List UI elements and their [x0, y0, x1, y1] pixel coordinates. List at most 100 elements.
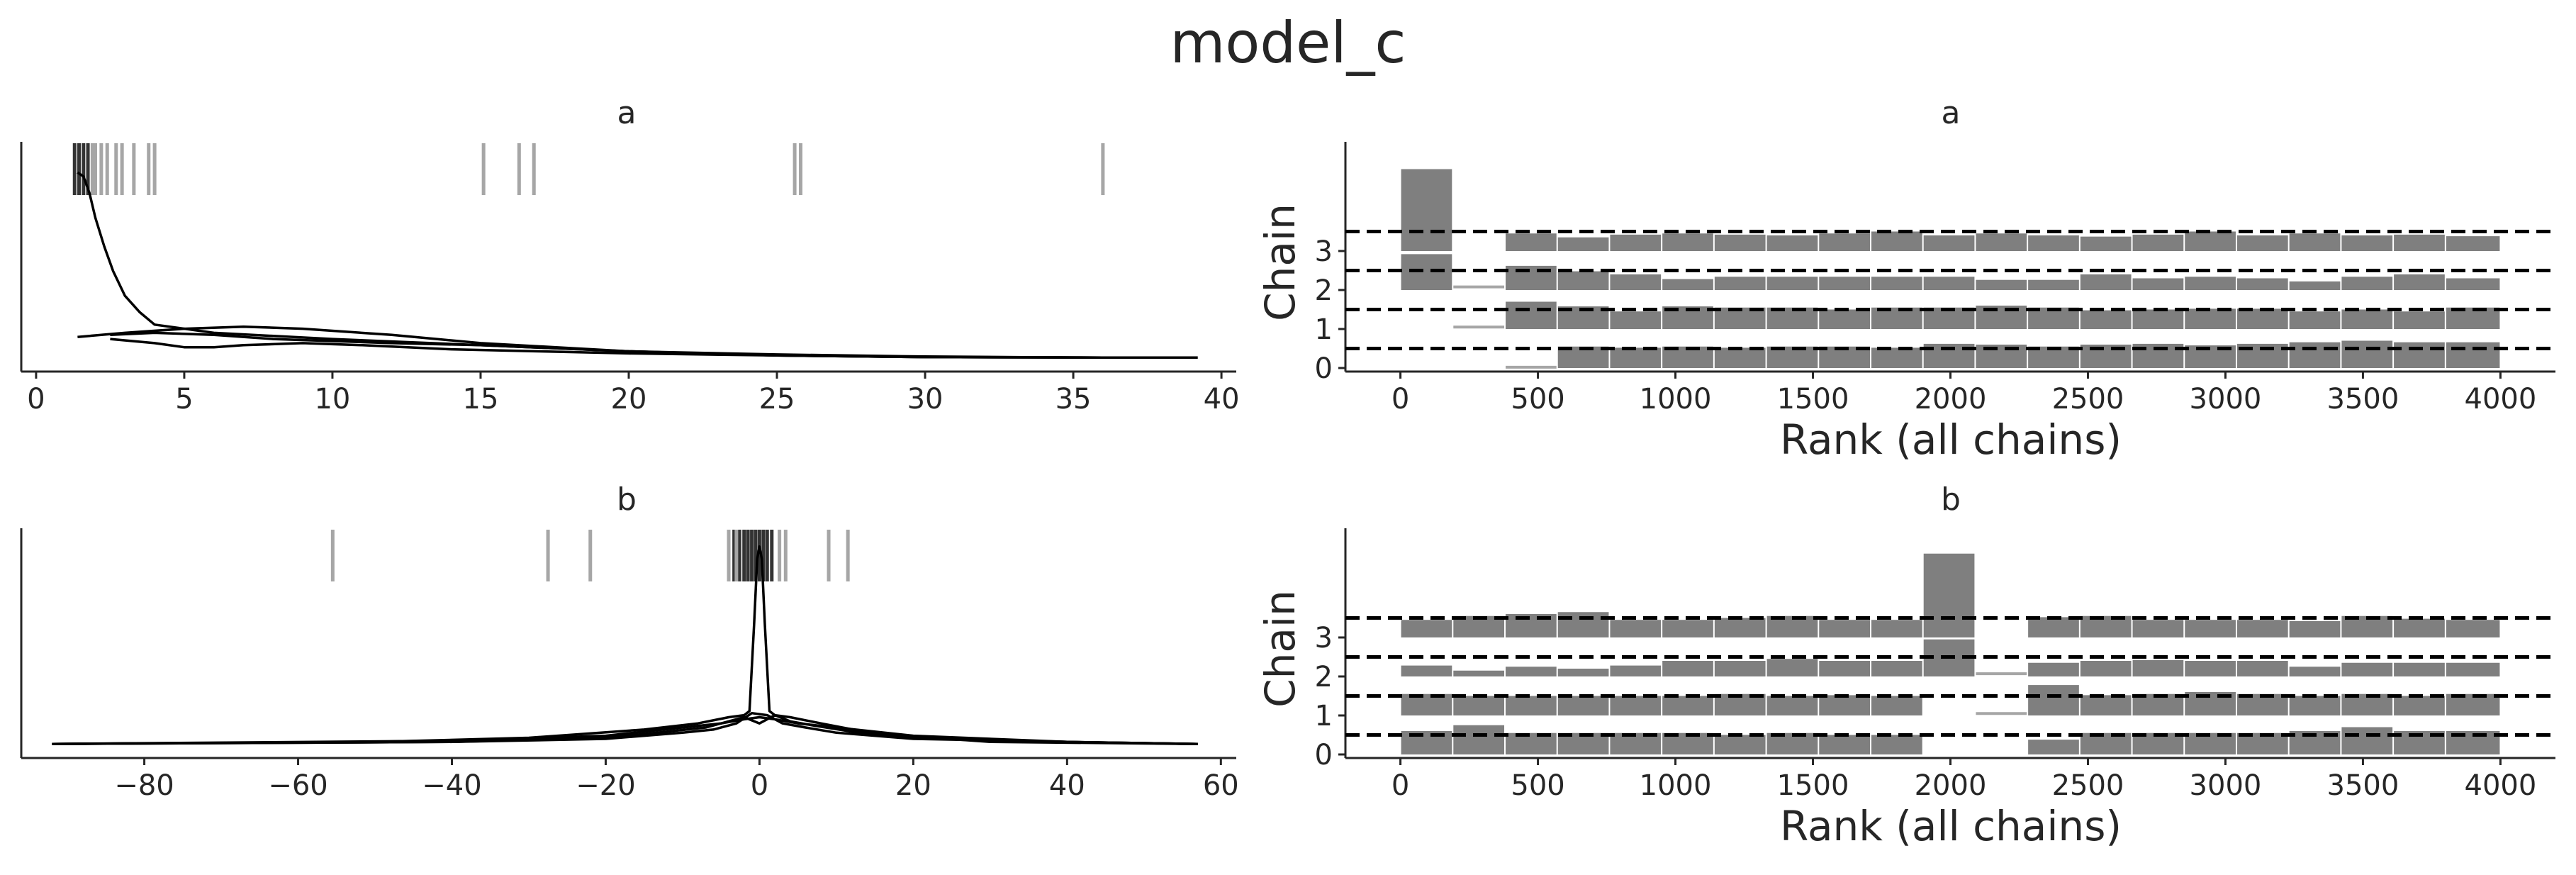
rank-bar-chain-1	[2289, 696, 2341, 715]
rank-bar-chain-3	[2028, 235, 2079, 251]
rank-bar-chain-3	[1401, 169, 1452, 251]
rank-plot-b: b Rank (all chains) Chain 0 1 2 3 0 500 1000 15…	[1256, 481, 2555, 850]
rank-bar-chain-2	[1506, 667, 1557, 676]
rank-bar-chain-2	[1610, 665, 1662, 676]
density-line-chain-0	[77, 171, 1198, 359]
rank-bar-chain-1	[2132, 309, 2184, 329]
rank-bar-chain-3	[1976, 233, 2027, 251]
x-tick-label: 3500	[2327, 769, 2399, 802]
density-plot-b: b −80 −60 −40 −20 0 20 40 60	[20, 481, 1239, 802]
x-tick-label: 0	[1391, 383, 1409, 416]
rank-plot-b-ylabel: Chain	[1256, 590, 1304, 708]
x-tick-label: 2000	[1915, 769, 1987, 802]
rank-bar-chain-2	[2446, 278, 2500, 290]
rank-plot-b-title: b	[1941, 481, 1961, 518]
rank-bar-chain-0	[2341, 727, 2393, 754]
x-tick-label: 0	[1391, 769, 1409, 802]
rank-bar-chain-2	[1557, 271, 1609, 290]
rank-bar-chain-3	[2394, 618, 2445, 637]
rank-bar-chain-2	[2341, 277, 2393, 290]
y-tick-label: 2	[1315, 661, 1333, 693]
rank-bar-chain-1	[2028, 685, 2079, 715]
x-tick-label: 4000	[2465, 769, 2537, 802]
rank-bar-chain-2	[2132, 659, 2184, 676]
rank-bar-chain-3	[1714, 234, 1766, 251]
rank-bar-chain-3	[2236, 235, 2288, 251]
rank-bar-chain-2	[2028, 662, 2079, 676]
rank-bar-chain-3	[2446, 236, 2500, 251]
rank-bar-chain-3	[1871, 620, 1922, 637]
rank-bar-chain-2	[2289, 667, 2341, 676]
x-tick-label: 3000	[2190, 769, 2262, 802]
rank-bar-chain-3	[2341, 235, 2393, 251]
rank-bar-chain-3	[2185, 620, 2236, 637]
rank-bar-chain-0	[2394, 342, 2445, 368]
rank-bar-chain-2	[1557, 669, 1609, 676]
rank-bar-chain-2	[2394, 274, 2445, 290]
rank-plot-a: a Rank (all chains) Chain 0 1 2 3 0 500 1000 15…	[1256, 95, 2555, 464]
rank-bar-chain-2	[1662, 279, 1713, 290]
rank-bar-chain-3	[2185, 231, 2236, 251]
x-tick-label: 4000	[2465, 383, 2537, 416]
rank-bar-chain-1	[1453, 696, 1505, 715]
y-tick-label: 0	[1315, 352, 1333, 385]
rank-bar-chain-0	[1610, 347, 1662, 368]
density-line-chain-3	[110, 338, 1103, 359]
rank-bar-chain-2	[2185, 277, 2236, 290]
x-tick-label: 20	[611, 383, 647, 416]
x-tick-label: 2500	[2052, 383, 2124, 416]
rank-bar-chain-1	[1819, 309, 1870, 329]
rank-bar-chain-1	[1819, 695, 1870, 715]
y-tick-label: 3	[1315, 622, 1333, 654]
rank-bar-chain-2	[2236, 278, 2288, 290]
x-tick-label: 30	[907, 383, 943, 416]
rank-bar-chain-2	[1766, 277, 1818, 290]
rank-bar-chain-3	[1871, 231, 1922, 251]
rank-bar-chain-1	[2236, 308, 2288, 329]
rank-bar-chain-1	[2289, 311, 2341, 329]
rank-bar-chain-2	[2236, 661, 2288, 676]
rank-bar-chain-3	[2289, 620, 2341, 637]
rank-bar-chain-1	[1662, 696, 1713, 715]
density-line-chain-3	[52, 711, 1198, 745]
x-tick-label: 2500	[2052, 769, 2124, 802]
density-line-chain-2	[52, 713, 1198, 745]
x-tick-label: 35	[1055, 383, 1092, 416]
rank-bar-chain-3	[1557, 612, 1609, 637]
rank-bar-chain-0	[1714, 735, 1766, 754]
rank-bar-chain-2	[2185, 661, 2236, 676]
rank-plot-b-xlabel: Rank (all chains)	[1780, 802, 2122, 850]
rank-bar-chain-0	[1871, 735, 1922, 754]
rank-bar-chain-2	[2028, 279, 2079, 290]
rank-bar-chain-1	[2341, 309, 2393, 329]
y-tick-label: 0	[1315, 739, 1333, 771]
x-tick-label: 1500	[1777, 383, 1849, 416]
rank-bar-chain-0	[2289, 342, 2341, 368]
x-tick-label: 1000	[1640, 769, 1712, 802]
x-tick-label: 1000	[1640, 383, 1712, 416]
rank-bar-chain-2	[1453, 670, 1505, 676]
rank-bar-chain-3	[1766, 235, 1818, 251]
x-tick-label: 500	[1511, 383, 1564, 416]
x-tick-label: 40	[1049, 769, 1085, 802]
rank-bar-chain-3	[2080, 236, 2132, 251]
rank-bar-chain-2	[2446, 662, 2500, 676]
rank-bar-chain-0	[2341, 340, 2393, 368]
rank-bar-chain-3	[1714, 618, 1766, 637]
rank-bar-chain-2	[1819, 277, 1870, 290]
x-tick-label: −40	[422, 769, 481, 802]
y-tick-label: 3	[1315, 235, 1333, 268]
rank-bar-chain-1	[1766, 696, 1818, 715]
x-tick-label: 15	[463, 383, 499, 416]
x-tick-label: 0	[27, 383, 45, 416]
rank-bar-chain-3	[2132, 234, 2184, 251]
x-tick-label: 25	[759, 383, 795, 416]
rank-bar-chain-3	[1819, 620, 1870, 637]
rank-bar-chain-2	[1714, 277, 1766, 290]
x-tick-label: 3500	[2327, 383, 2399, 416]
rank-bar-chain-3	[1401, 620, 1452, 637]
rank-bar-chain-2	[2289, 281, 2341, 290]
y-tick-label: 1	[1315, 313, 1333, 346]
rank-plot-a-xlabel: Rank (all chains)	[1780, 416, 2122, 464]
rank-bar-chain-2	[1871, 277, 1922, 290]
